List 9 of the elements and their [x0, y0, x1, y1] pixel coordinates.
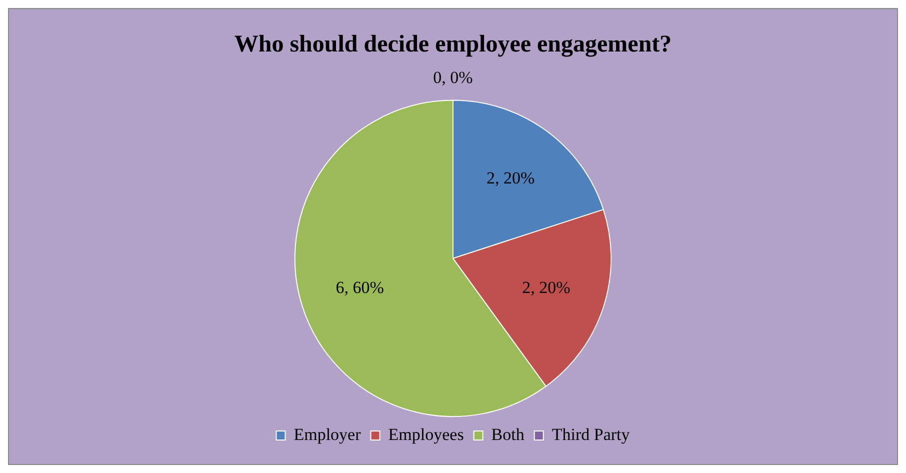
text: 0, 0% [433, 68, 473, 87]
chart-title: Who should decide employee engagement? [234, 32, 672, 58]
legend-label: Both [491, 424, 525, 444]
data-label: 2, 20% [522, 278, 570, 298]
data-label: 2, 20% [486, 168, 535, 188]
legend-label: Third Party [552, 424, 630, 444]
legend-label: Employees [388, 424, 464, 444]
legend-label: Employer [294, 424, 362, 444]
data-label: 6, 60% [336, 278, 384, 298]
